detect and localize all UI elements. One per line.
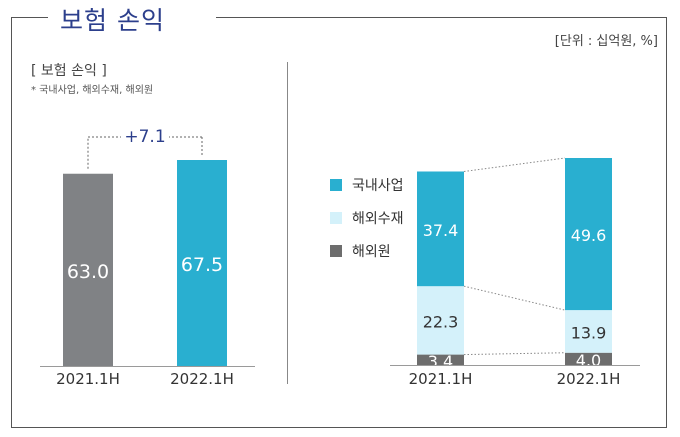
legend-item-domestic: 국내사업 (330, 168, 404, 201)
left-chart-subtitle: [ 보험 손익 ] (31, 63, 107, 79)
connector-line-2 (463, 285, 566, 311)
legend-label-domestic: 국내사업 (352, 177, 404, 194)
right-bar-0-value-label-0: 3.4 (428, 352, 453, 371)
right-bar-1-segment-1 (565, 310, 612, 353)
panel-divider (287, 62, 288, 384)
right-bar-1-segment-0 (565, 352, 612, 365)
legend-swatch-domestic (330, 178, 342, 191)
left-bar-value-label-1: 67.5 (181, 254, 223, 276)
legend: 국내사업 해외수재 해외원 (330, 168, 404, 267)
left-bar-value-label-0: 63.0 (67, 261, 109, 283)
change-annotation: +7.1 (124, 127, 165, 147)
right-bar-1-value-label-0: 4.0 (576, 351, 601, 370)
left-category-label-1: 2022.1H (170, 370, 234, 388)
right-bar-0-value-label-1: 22.3 (423, 312, 459, 331)
right-category-label-1: 2022.1H (557, 370, 621, 388)
right-bar-1-segment-2 (565, 158, 612, 311)
legend-label-overseas-reinsurance: 해외수재 (352, 210, 404, 227)
unit-label: [단위 : 십억원, %] (554, 34, 658, 49)
left-category-label-0: 2021.1H (56, 370, 120, 388)
bracket-label-mask (121, 123, 169, 147)
right-bar-1-value-label-2: 49.6 (571, 226, 607, 245)
right-bar-0-segment-0 (417, 354, 464, 365)
legend-label-overseas-direct: 해외원 (352, 243, 391, 260)
connector-line-3 (463, 157, 566, 172)
right-bar-0-segment-1 (417, 286, 464, 355)
legend-item-overseas-direct: 해외원 (330, 234, 404, 267)
title-mask (48, 2, 216, 32)
right-bar-0-segment-2 (417, 171, 464, 287)
legend-item-overseas-reinsurance: 해외수재 (330, 201, 404, 234)
left-bar-1 (177, 160, 227, 366)
right-bar-0-value-label-2: 37.4 (423, 221, 459, 240)
chart-frame (11, 17, 667, 428)
connector-line-1 (463, 352, 566, 356)
page-title: 보험 손익 (60, 6, 165, 35)
right-category-label-0: 2021.1H (409, 370, 473, 388)
left-bar-0 (63, 173, 113, 366)
right-bar-1-value-label-1: 13.9 (571, 323, 607, 342)
legend-swatch-overseas-reinsurance (330, 211, 342, 224)
left-chart-note: * 국내사업, 해외수재, 해외원 (31, 85, 154, 96)
legend-swatch-overseas-direct (330, 244, 342, 257)
